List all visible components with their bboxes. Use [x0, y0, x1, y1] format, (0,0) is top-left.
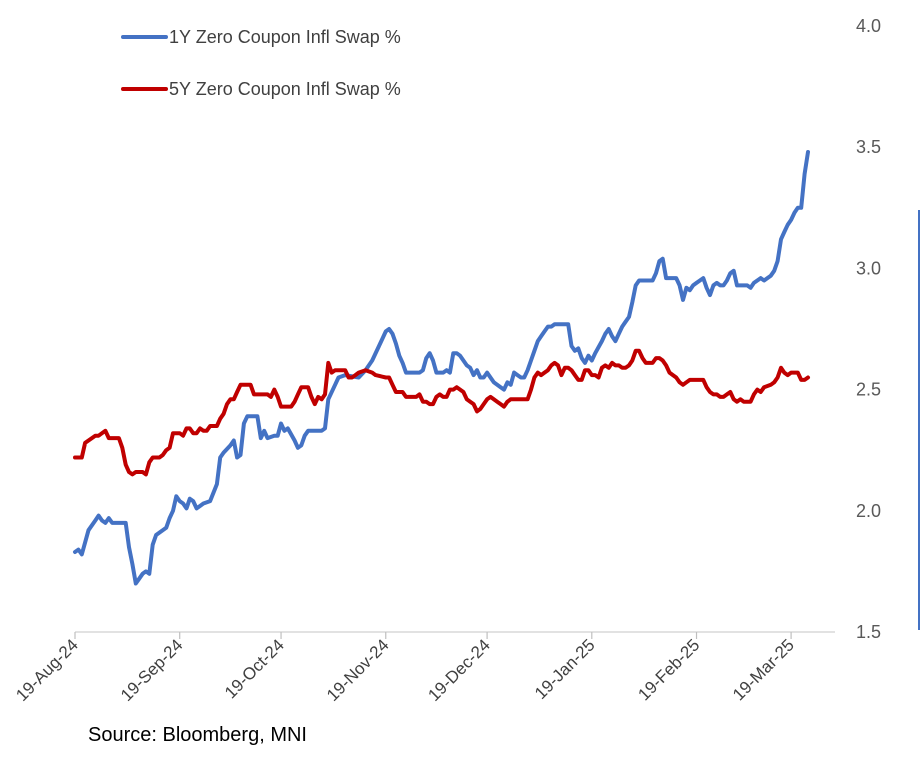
- series-lines: [73, 150, 810, 586]
- legend-label-5y: 5Y Zero Coupon Infl Swap %: [169, 79, 401, 99]
- y-tick-label: 4.0: [856, 16, 881, 36]
- source-note: Source: Bloomberg, MNI: [88, 724, 307, 746]
- x-tick-label: 19-Mar-25: [729, 635, 798, 704]
- x-tick-label: 19-Jan-25: [531, 635, 599, 703]
- x-tick-label: 19-Nov-24: [323, 635, 393, 705]
- y-tick-label: 2.0: [856, 501, 881, 521]
- x-tick-label: 19-Dec-24: [424, 635, 494, 705]
- y-tick-label: 3.5: [856, 137, 881, 157]
- x-tick-labels: 19-Aug-24 19-Sep-24 19-Oct-24 19-Nov-24 19-D…: [12, 632, 798, 705]
- series-1y-line: [73, 150, 810, 586]
- x-tick-label: 19-Sep-24: [117, 635, 187, 705]
- y-tick-label: 2.5: [856, 380, 881, 400]
- y-axis: 1.5 2.0 2.5 3.0 3.5 4.0: [856, 16, 881, 642]
- y-tick-label: 3.0: [856, 258, 881, 278]
- series-5y-line: [73, 348, 810, 477]
- x-tick-label: 19-Aug-24: [12, 635, 82, 705]
- chart-frame-edge: [918, 210, 920, 630]
- y-tick-label: 1.5: [856, 622, 881, 642]
- x-tick-label: 19-Feb-25: [634, 635, 703, 704]
- legend-label-1y: 1Y Zero Coupon Infl Swap %: [169, 27, 401, 47]
- legend: 1Y Zero Coupon Infl Swap % 5Y Zero Coupon…: [121, 27, 401, 99]
- x-tick-label: 19-Oct-24: [221, 635, 288, 702]
